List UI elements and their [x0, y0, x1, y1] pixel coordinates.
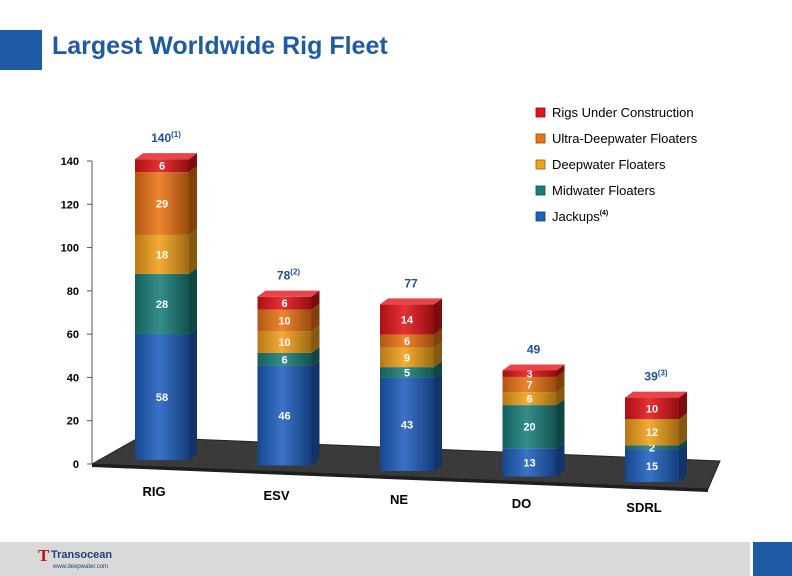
bar-value-label: 5 [404, 368, 410, 380]
legend-item: Jackups(4) [535, 209, 608, 224]
footer-bar [0, 542, 750, 576]
y-tick-label: 140 [61, 156, 79, 168]
bar-top-cap [380, 298, 442, 305]
bar-value-label: 12 [646, 427, 658, 439]
bar-segment [380, 341, 442, 368]
bar-segment [380, 298, 442, 335]
legend-swatch [535, 159, 546, 170]
bar-segment [502, 364, 565, 377]
bar-segment [135, 153, 197, 173]
bar-top-cap [502, 364, 565, 371]
bar-value-label: 43 [401, 419, 413, 431]
bar-value-label: 6 [404, 336, 410, 348]
bar-total-label: 77 [404, 276, 418, 290]
y-tick-label: 100 [61, 243, 79, 255]
bar-segment [257, 346, 320, 366]
legend-swatch [535, 133, 546, 144]
bar-value-label: 20 [523, 422, 535, 434]
bar-segment [257, 359, 320, 466]
category-label: NE [390, 492, 408, 507]
bar-value-label: 18 [156, 249, 168, 261]
legend-item: Ultra-Deepwater Floaters [535, 131, 698, 146]
bar-segment [502, 386, 565, 406]
bar-value-label: 13 [523, 457, 535, 469]
bar-segment [380, 371, 442, 471]
bar-top-cap [135, 153, 197, 160]
bar-value-label: 6 [526, 394, 532, 406]
bar-value-label: 6 [281, 354, 287, 366]
bar-value-label: 46 [278, 411, 290, 423]
y-tick-label: 40 [67, 372, 79, 384]
bar-value-label: 6 [159, 161, 165, 173]
bar-value-label: 7 [526, 380, 532, 392]
bar-value-label: 28 [156, 299, 168, 311]
bar-segment [380, 328, 442, 348]
bar-segment [502, 399, 565, 449]
bar-value-label: 10 [278, 337, 290, 349]
bar-value-label: 10 [278, 315, 290, 327]
y-tick-label: 20 [67, 416, 79, 428]
legend-swatch [535, 211, 546, 222]
bar-total-label: 140(1) [151, 130, 181, 145]
bar-segment [257, 290, 320, 310]
y-tick-label: 60 [67, 329, 79, 341]
logo-company-name: Transocean [51, 549, 113, 561]
bar-segment [625, 413, 687, 446]
bar-total-label: 39(3) [644, 369, 667, 384]
bar-value-label: 10 [646, 403, 658, 415]
bar-top-cap [625, 391, 687, 398]
legend-item: Rigs Under Construction [535, 105, 694, 120]
bar-value-label: 6 [281, 298, 287, 310]
bar-segment [625, 439, 687, 450]
y-tick-label: 120 [61, 199, 79, 211]
bar-value-label: 15 [646, 461, 658, 473]
footer-url: www.deepwater.com [53, 564, 109, 570]
bar-value-label: 14 [401, 315, 414, 327]
logo-mark-icon: T [38, 546, 50, 565]
legend-item: Midwater Floaters [535, 183, 656, 198]
legend-label: Midwater Floaters [552, 183, 656, 198]
bar-segment [502, 442, 565, 477]
bar-segment [625, 443, 687, 482]
bar-segment [257, 325, 320, 353]
bar-value-label: 29 [156, 199, 168, 211]
bar-total-label: 78(2) [277, 268, 300, 283]
footer-accent-square [753, 542, 792, 576]
y-tick-label: 80 [67, 286, 79, 298]
category-label: RIG [142, 484, 165, 499]
bar-segment [135, 228, 197, 274]
bar-total-label: 49 [527, 342, 541, 356]
legend-item: Deepwater Floaters [535, 157, 666, 172]
bar-value-label: 9 [404, 352, 410, 364]
legend-swatch [535, 185, 546, 196]
legend-label: Deepwater Floaters [552, 157, 666, 172]
bar-value-label: 2 [649, 442, 655, 454]
title-accent-block [0, 30, 42, 70]
bar-value-label: 3 [526, 369, 532, 381]
bar-segment [135, 328, 197, 460]
bar-segment [135, 166, 197, 235]
chart-floor-edge [92, 464, 708, 492]
bar-top-cap [257, 290, 320, 297]
bar-segment [257, 303, 320, 332]
legend-label: Jackups(4) [552, 209, 608, 224]
bar-segment [380, 361, 442, 378]
bar-value-label: 58 [156, 392, 168, 404]
category-label: DO [512, 496, 532, 511]
bar-segment [502, 370, 565, 393]
bar-segment [135, 267, 197, 335]
legend-label: Rigs Under Construction [552, 105, 694, 120]
page-title: Largest Worldwide Rig Fleet [52, 32, 388, 60]
category-label: ESV [263, 488, 289, 503]
legend-swatch [535, 107, 546, 118]
y-tick-label: 0 [73, 459, 79, 471]
legend-label: Ultra-Deepwater Floaters [552, 131, 698, 146]
category-label: SDRL [626, 500, 661, 515]
bar-segment [625, 391, 687, 420]
